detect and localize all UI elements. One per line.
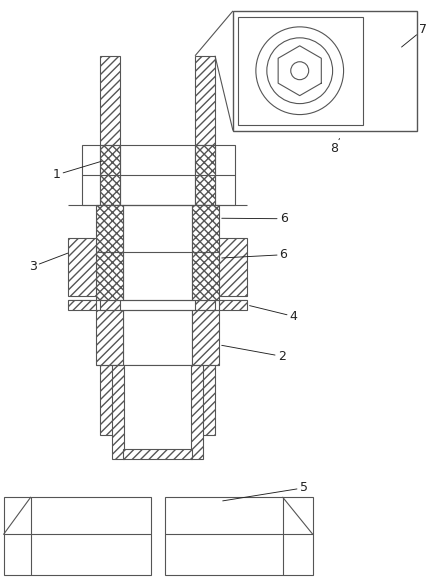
Text: 4: 4	[249, 305, 298, 323]
Text: 5: 5	[223, 482, 308, 501]
Bar	[165, 497, 313, 575]
Bar	[100, 146, 120, 205]
Bar	[219, 300, 247, 310]
Text: 3: 3	[29, 253, 68, 273]
Bar	[96, 310, 123, 365]
Bar	[123, 205, 192, 300]
Bar	[68, 300, 96, 310]
Bar	[192, 205, 219, 300]
Text: 8: 8	[330, 139, 340, 156]
Bar	[233, 11, 418, 131]
Bar	[112, 365, 124, 459]
Text: 1: 1	[52, 161, 102, 181]
Bar	[238, 17, 362, 125]
Text: 7: 7	[402, 23, 427, 47]
Bar	[100, 56, 120, 434]
Text: 6: 6	[222, 212, 288, 225]
Bar	[83, 146, 235, 205]
Bar	[4, 497, 151, 575]
Text: 2: 2	[222, 345, 286, 363]
Bar	[123, 449, 192, 459]
Text: 6: 6	[222, 248, 292, 261]
Bar	[195, 56, 215, 434]
Bar	[123, 310, 192, 365]
Bar	[96, 205, 123, 300]
Bar	[68, 238, 96, 296]
Bar	[191, 365, 203, 459]
Bar	[219, 238, 247, 296]
Bar	[195, 146, 215, 205]
Bar	[192, 310, 219, 365]
Bar	[124, 365, 191, 459]
